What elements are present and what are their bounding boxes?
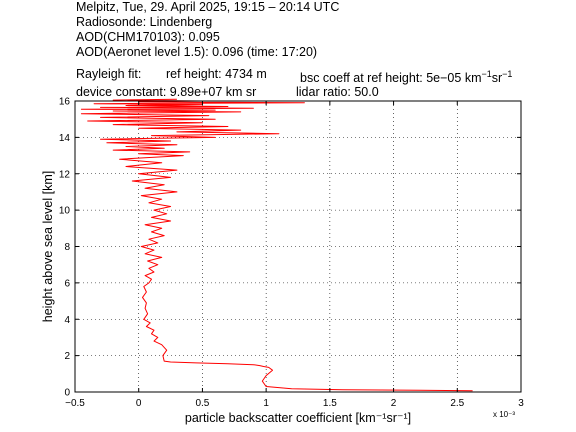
radiosonde-label: Radiosonde: Lindenberg bbox=[76, 15, 213, 29]
y-tick-labels: 0 2 4 6 8 10 12 14 16 bbox=[59, 97, 71, 399]
y-axis-label: height above sea level [km] bbox=[41, 171, 55, 322]
y-tick-label: 6 bbox=[64, 278, 70, 289]
y-tick-label: 4 bbox=[64, 315, 70, 326]
ref-height-label: ref height: 4734 m bbox=[166, 67, 267, 81]
y-tick-label: 12 bbox=[59, 169, 71, 180]
aod-chm-label: AOD(CHM170103): 0.095 bbox=[76, 30, 220, 44]
y-tick-label: 2 bbox=[64, 351, 70, 362]
x-axis-label: particle backscatter coefficient [km⁻¹sr… bbox=[185, 411, 411, 425]
x-tick-label: 3 bbox=[518, 398, 524, 409]
x-multiplier-label: x 10⁻³ bbox=[493, 410, 515, 419]
x-tick-label: −0.5 bbox=[65, 398, 85, 409]
x-tick-labels: −0.5 0 0.5 1 1.5 2 2.5 3 bbox=[65, 398, 524, 409]
bsc-coeff-label: bsc coeff at ref height: 5e−05 km−1sr−1 bbox=[300, 69, 513, 86]
device-constant-label: device constant: 9.89e+07 km sr bbox=[76, 85, 257, 99]
backscatter-profile-line bbox=[80, 98, 473, 392]
station-title: Melpitz, Tue, 29. April 2025, 19:15 – 20… bbox=[76, 0, 340, 14]
x-tick-label: 1.5 bbox=[323, 398, 337, 409]
y-tick-label: 14 bbox=[59, 133, 71, 144]
tick-marks bbox=[74, 100, 522, 393]
y-tick-label: 8 bbox=[64, 242, 70, 253]
y-tick-label: 0 bbox=[64, 388, 70, 399]
y-tick-label: 16 bbox=[59, 97, 71, 108]
profile-line-group bbox=[80, 98, 473, 392]
x-tick-label: 0.5 bbox=[195, 398, 209, 409]
x-tick-label: 2.5 bbox=[450, 398, 464, 409]
lidar-ratio-label: lidar ratio: 50.0 bbox=[296, 85, 379, 99]
bsc-coeff-text: bsc coeff at ref height: 5e−05 km bbox=[300, 71, 482, 86]
x-tick-label: 1 bbox=[263, 398, 269, 409]
x-tick-label: 2 bbox=[391, 398, 397, 409]
y-tick-label: 10 bbox=[59, 206, 71, 217]
x-tick-label: 0 bbox=[136, 398, 142, 409]
aod-aeronet-label: AOD(Aeronet level 1.5): 0.096 (time: 17:… bbox=[76, 45, 318, 59]
rayleigh-fit-label: Rayleigh fit: bbox=[76, 67, 142, 81]
